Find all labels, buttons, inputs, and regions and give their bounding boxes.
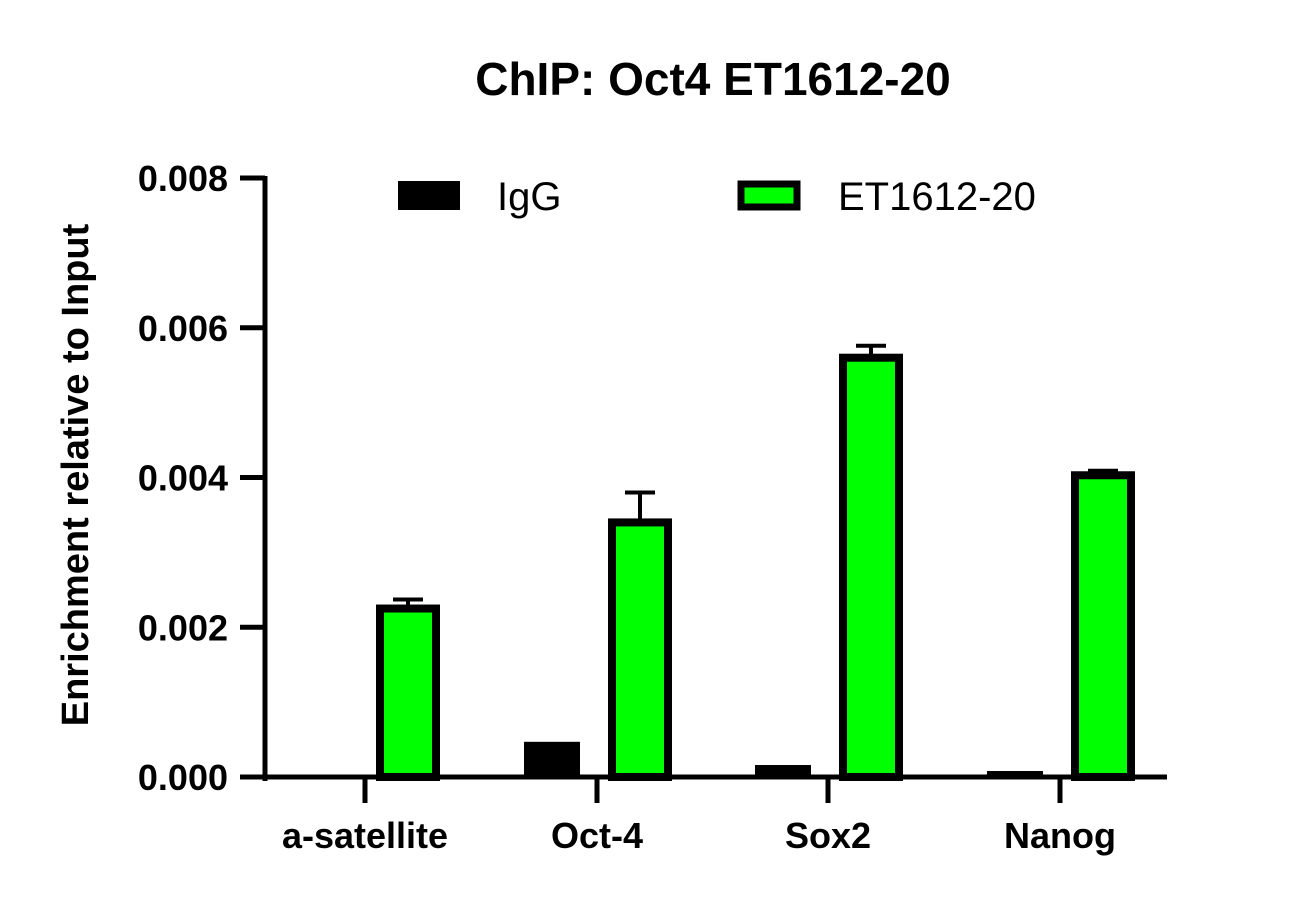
y-axis-label: Enrichment relative to Input: [55, 223, 97, 726]
x-tick-label: Oct-4: [551, 815, 643, 856]
y-tick-label: 0.008: [138, 158, 228, 199]
y-ticks: 0.000 0.002 0.004 0.006 0.008: [138, 158, 265, 798]
bars: [376, 343, 1135, 781]
y-tick-label: 0.000: [138, 757, 228, 798]
legend-label-igg: IgG: [497, 175, 561, 219]
legend-swatch-et1612-20: [737, 180, 801, 211]
y-tick-label: 0.002: [138, 607, 228, 648]
legend-label-et1612-20: ET1612-20: [838, 175, 1036, 219]
bar-igg: [987, 771, 1043, 777]
y-tick-label: 0.004: [138, 458, 228, 499]
x-tick-label: Nanog: [1004, 815, 1116, 856]
bar-et1612-20: [376, 604, 440, 781]
bar-igg: [524, 741, 580, 777]
legend-swatch-igg: [398, 181, 460, 210]
x-tick-label: Sox2: [785, 815, 871, 856]
x-tick-label: a-satellite: [282, 815, 448, 856]
bar-igg: [755, 765, 811, 777]
bar-et1612-20: [1071, 471, 1135, 781]
bar-et1612-20: [839, 353, 903, 781]
legend: IgG ET1612-20: [398, 175, 1036, 219]
x-ticks: a-satellite Oct-4 Sox2 Nanog: [282, 777, 1116, 856]
chart-title: ChIP: Oct4 ET1612-20: [475, 53, 951, 105]
bar-et1612-20: [608, 518, 672, 781]
y-tick-label: 0.006: [138, 308, 228, 349]
